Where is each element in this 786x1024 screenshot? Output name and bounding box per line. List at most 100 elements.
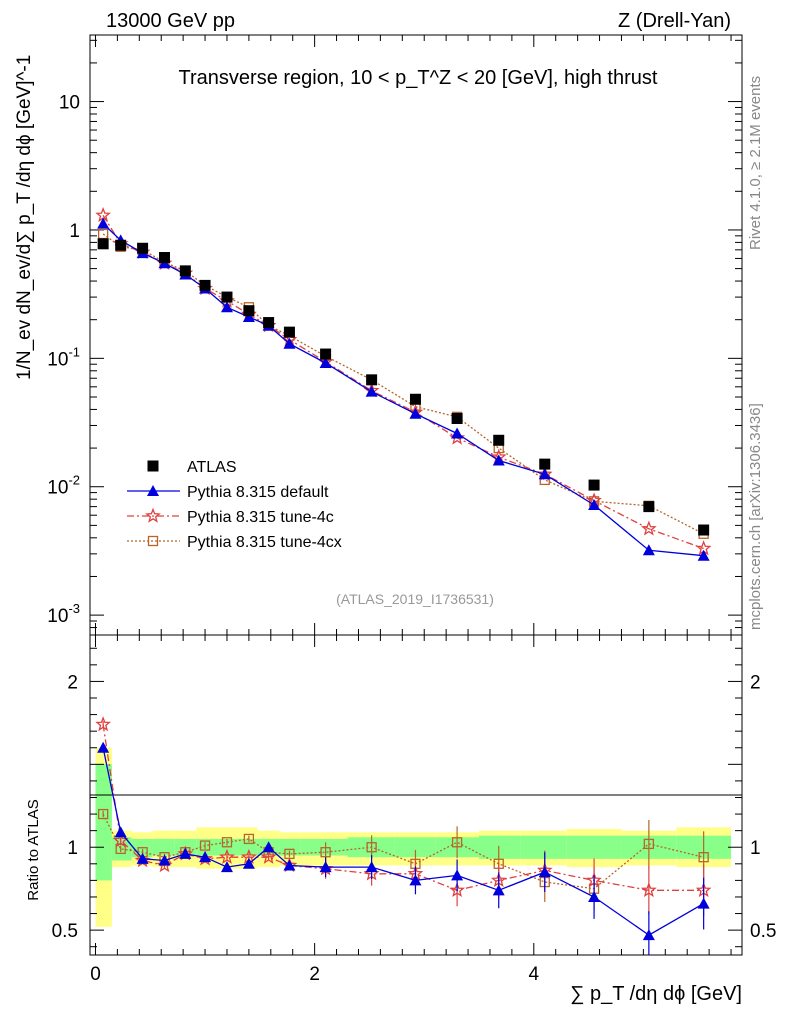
data-point — [179, 265, 191, 277]
data-point — [320, 348, 332, 360]
data-point — [588, 479, 600, 491]
ratio-point — [283, 859, 296, 871]
stat-band-bin — [152, 838, 175, 856]
data-point — [263, 317, 275, 329]
legend-marker — [145, 507, 161, 523]
data-point — [492, 454, 505, 466]
data-point — [493, 434, 505, 446]
stat-band-bin — [394, 837, 436, 858]
data-point — [283, 337, 296, 349]
data-point — [539, 458, 551, 470]
legend-entry: ATLAS — [147, 459, 237, 476]
ratio-point — [588, 890, 601, 902]
data-point — [115, 239, 127, 251]
ratio-point — [158, 854, 171, 866]
ratio-point — [262, 841, 275, 853]
ratio-point — [95, 716, 112, 732]
legend-marker — [147, 535, 159, 547]
data-point — [643, 501, 655, 513]
y-tick-label: 10-3 — [47, 601, 80, 627]
data-point — [243, 305, 255, 317]
legend-marker — [147, 460, 159, 472]
ratio-tick-label-left: 2 — [67, 672, 78, 693]
ratio-tick-label-left: 0.5 — [52, 921, 78, 942]
series-pythia-8-315-tune-4c — [95, 206, 712, 556]
ratio-point — [451, 837, 463, 848]
y-tick-label: 10 — [59, 93, 80, 114]
data-point — [159, 252, 171, 264]
ratio-series-pythia-8-315-tune-4c — [95, 716, 712, 917]
mcplots-label: mcplots.cern.ch [arXiv:1306.3436] — [747, 403, 764, 630]
ratio-point — [698, 852, 709, 863]
data-point — [409, 393, 421, 405]
legend: ATLAS Pythia 8.315 default Pythia 8.315 tu… — [127, 459, 342, 551]
ratio-series-pythia-8-315-default — [97, 741, 710, 955]
legend-label: Pythia 8.315 tune-4c — [187, 509, 334, 526]
data-point — [698, 524, 710, 536]
data-point — [97, 217, 110, 229]
stat-band-bin — [196, 838, 217, 856]
x-tick-label: 4 — [529, 964, 540, 985]
ratio-point — [199, 851, 212, 863]
data-point — [588, 499, 601, 511]
data-point — [97, 238, 109, 250]
main-series — [95, 206, 712, 561]
ratio-point — [97, 741, 110, 753]
ratio-point — [538, 866, 551, 878]
data-point — [451, 427, 464, 439]
ratio-point — [179, 847, 192, 859]
y-tick-label: 10-2 — [47, 473, 80, 499]
series-atlas — [97, 238, 710, 536]
ratio-point — [640, 881, 657, 898]
ratio-point — [492, 884, 505, 896]
legend-entry: Pythia 8.315 tune-4c — [127, 507, 334, 526]
chart-title: Transverse region, 10 < p_T^Z < 20 [GeV]… — [179, 67, 658, 89]
legend-label: Pythia 8.315 tune-4cx — [187, 534, 342, 551]
ratio-point — [199, 840, 211, 851]
ratio-point — [451, 869, 464, 881]
data-point — [242, 310, 255, 322]
x-tick-label: 2 — [309, 964, 320, 985]
ratio-point — [221, 837, 233, 848]
header-left: 13000 GeV pp — [106, 10, 235, 32]
data-point — [283, 326, 295, 338]
ratio-point — [642, 929, 655, 941]
ratio-point — [319, 861, 332, 873]
data-point — [366, 374, 378, 386]
data-point — [220, 301, 233, 313]
data-point — [538, 468, 551, 480]
ratio-point — [97, 808, 109, 820]
y-tick-label: 10-1 — [47, 344, 80, 370]
legend-label: ATLAS — [187, 459, 237, 476]
ratio-point — [697, 897, 710, 909]
x-axis-label: ∑ p_T /dη dϕ [GeV] — [570, 983, 742, 1005]
y-axis-label: 1/N_ev dN_ev/d∑ p_T /dη dϕ [GeV]^-1 — [14, 55, 35, 380]
ratio-point — [219, 848, 235, 864]
ratio-point — [320, 847, 331, 858]
data-point — [221, 291, 233, 303]
data-point — [409, 407, 422, 419]
ratio-series — [95, 716, 712, 955]
series-line — [102, 223, 704, 557]
data-point — [199, 279, 211, 291]
y-tick-label: 1 — [69, 221, 80, 242]
ratio-tick-label-right: 2 — [750, 672, 761, 693]
stat-band-bin — [95, 764, 112, 881]
ratio-point — [136, 852, 149, 864]
ratio-tick-label-right: 1 — [750, 838, 761, 859]
ratio-point — [114, 826, 127, 838]
ratio-point — [449, 881, 466, 898]
ratio-point — [365, 861, 378, 873]
ratio-point — [115, 843, 126, 855]
data-point — [451, 412, 463, 424]
ratio-point — [643, 838, 655, 850]
data-point — [697, 549, 710, 561]
data-point — [642, 544, 655, 556]
axis-tick-labels: 0 2 4 10 1 10-1 10-2 10-3 2 2 1 1 0.5 0.5 — [47, 93, 776, 985]
x-tick-label: 0 — [90, 964, 101, 985]
legend-label: Pythia 8.315 default — [187, 484, 329, 501]
header-right: Z (Drell-Yan) — [618, 10, 731, 32]
ratio-tick-label-left: 1 — [67, 838, 78, 859]
ratio-point — [260, 848, 277, 864]
